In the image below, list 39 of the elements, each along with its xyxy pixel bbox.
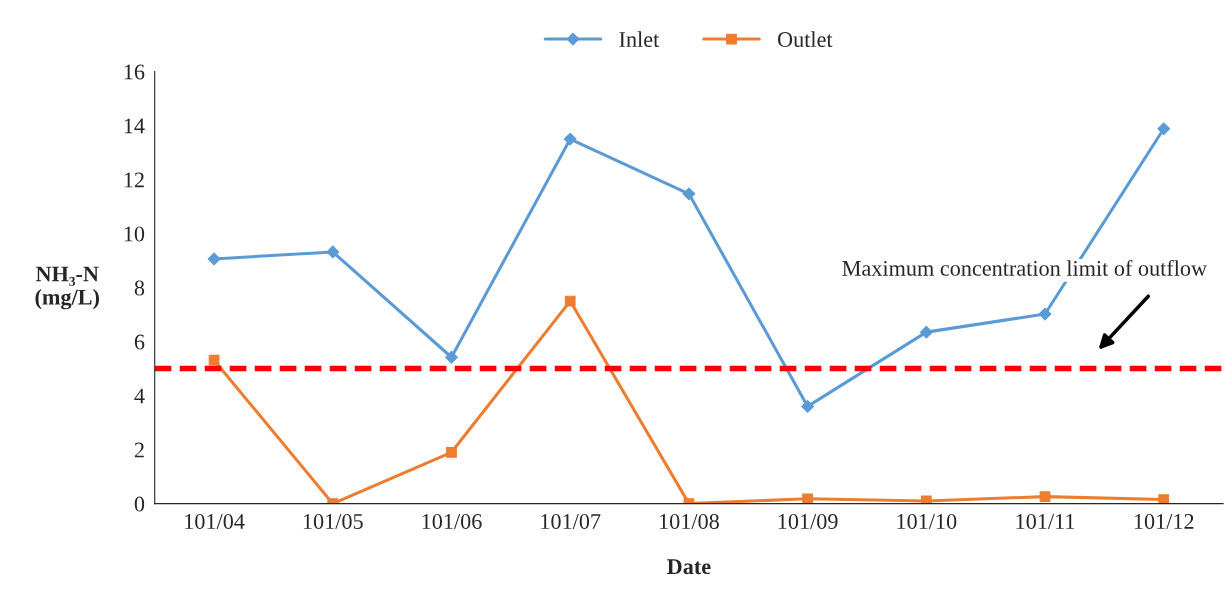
annotation: Maximum concentration limit of outflow — [842, 259, 1207, 276]
point — [445, 350, 458, 364]
point — [446, 446, 457, 458]
point — [207, 252, 221, 266]
point — [802, 493, 813, 504]
y-tick-label: 12 — [124, 172, 144, 188]
x-tick-label: 101/05 — [303, 513, 363, 529]
y-tick-label: 2 — [134, 442, 144, 458]
y-tick-label: 8 — [134, 280, 145, 296]
x-axis-title: Date — [667, 559, 711, 575]
legend-label: Inlet — [619, 31, 660, 48]
y-tick-label: 0 — [134, 496, 145, 512]
legend-label: Outlet — [777, 31, 833, 48]
x-tick-label: 101/10 — [897, 513, 957, 529]
point — [1038, 307, 1052, 321]
x-tick-label: 101/06 — [422, 513, 482, 529]
y-tick-label: 4 — [134, 388, 145, 404]
point — [920, 495, 932, 504]
y-tick-label: 6 — [134, 334, 145, 350]
x-tick-label: 101/07 — [541, 513, 601, 529]
x-tick-label: 101/08 — [660, 513, 719, 529]
point — [1157, 122, 1171, 136]
x-tick-label: 101/09 — [778, 513, 838, 529]
point — [1158, 494, 1170, 504]
point — [326, 245, 340, 259]
point — [564, 295, 576, 307]
point — [801, 399, 815, 413]
point — [1039, 491, 1051, 502]
point — [563, 132, 577, 146]
point — [682, 187, 696, 201]
point — [208, 354, 220, 366]
y-axis-title: NH₃-N (mg/L) — [35, 266, 99, 310]
y-tick-label: 14 — [124, 118, 145, 134]
x-tick-label: 101/11 — [1016, 513, 1075, 529]
y-tick-label: 16 — [124, 64, 145, 80]
point — [919, 325, 933, 339]
x-tick-label: 101/04 — [185, 513, 245, 529]
x-tick-label: 101/12 — [1134, 513, 1194, 529]
y-tick-label: 10 — [124, 226, 145, 242]
